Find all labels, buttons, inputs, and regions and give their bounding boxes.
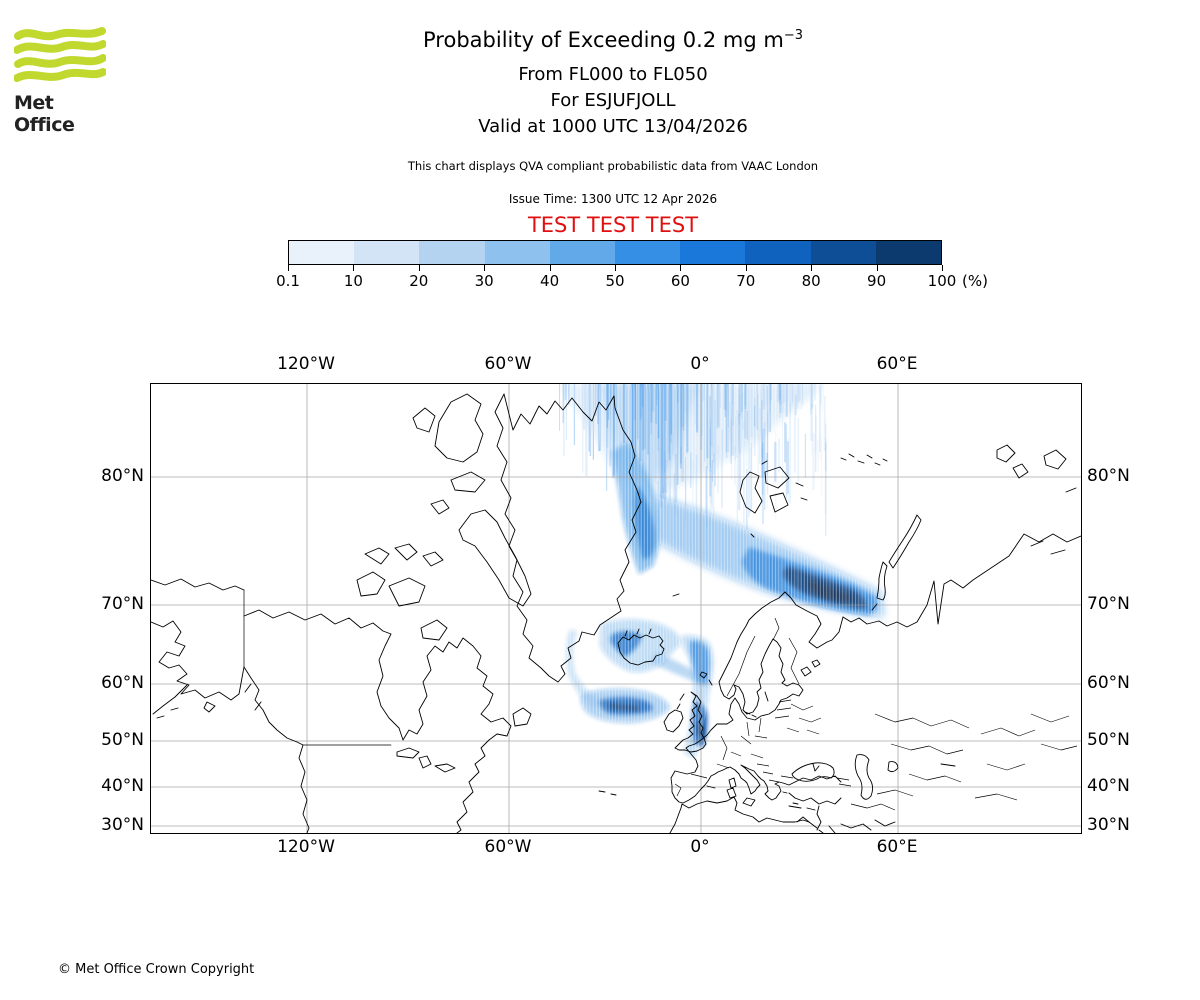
colorbar-tick <box>811 265 813 271</box>
copyright-notice: © Met Office Crown Copyright <box>58 962 255 977</box>
probability-colorbar: 0.1 10 20 30 40 50 60 70 80 90 100 (%) <box>276 240 988 300</box>
colorbar-segment <box>810 241 876 264</box>
colorbar-segment <box>354 241 420 264</box>
colorbar-tick <box>745 265 747 271</box>
qva-compliance-note: This chart displays QVA compliant probab… <box>407 159 819 173</box>
coastlines <box>150 393 1082 834</box>
test-banner: TEST TEST TEST <box>527 213 699 237</box>
colorbar-tick <box>484 265 486 271</box>
x-axis-label-top: 60°E <box>876 354 918 374</box>
y-axis-label-left: 50°N <box>101 730 144 750</box>
met-office-logo: Met Office <box>13 26 114 136</box>
y-axis-label-right: 40°N <box>1087 776 1130 796</box>
colorbar-tick-label: 20 <box>409 272 429 290</box>
met-office-logo-text: Met Office <box>14 92 75 136</box>
colorbar-tick-label: 40 <box>540 272 560 290</box>
colorbar-tick <box>615 265 616 271</box>
colorbar-tick-label: 10 <box>343 272 363 290</box>
colorbar-tick-label: 90 <box>867 272 887 290</box>
y-axis-label-left: 30°N <box>101 815 144 835</box>
ash-probability-plumes <box>151 384 1081 833</box>
colorbar-segment <box>289 241 355 264</box>
graticule <box>151 384 1081 833</box>
colorbar-tick <box>418 265 420 271</box>
y-axis-label-left: 40°N <box>101 776 144 796</box>
y-axis-label-right: 30°N <box>1087 815 1130 835</box>
colorbar-tick-label: 30 <box>474 272 494 290</box>
x-axis-label-bottom: 60°E <box>876 837 918 857</box>
x-axis-label-top: 60°W <box>484 354 532 374</box>
colorbar-tick <box>549 265 551 271</box>
y-axis-label-right: 80°N <box>1087 466 1130 486</box>
valid-time: Valid at 1000 UTC 13/04/2026 <box>478 116 748 137</box>
colorbar-tick-label: 70 <box>736 272 756 290</box>
map-frame <box>150 383 1082 834</box>
colorbar-tick-label: 60 <box>670 272 690 290</box>
colorbar-unit-label: (%) <box>962 272 988 290</box>
colorbar-segments <box>288 240 942 265</box>
x-axis-label-top: 0° <box>690 354 710 374</box>
map-canvas <box>150 384 1082 834</box>
colorbar-segment <box>875 241 942 264</box>
y-axis-label-left: 70°N <box>101 594 144 614</box>
met-office-waves-icon <box>13 27 107 82</box>
x-axis-label-bottom: 120°W <box>277 837 335 857</box>
colorbar-tick <box>288 265 289 271</box>
colorbar-tick-label: 80 <box>801 272 821 290</box>
x-axis-label-top: 120°W <box>277 354 335 374</box>
colorbar-segment <box>549 241 616 264</box>
colorbar-tick-label: 50 <box>605 272 625 290</box>
colorbar-segment <box>419 241 485 264</box>
x-axis-label-bottom: 60°W <box>484 837 532 857</box>
colorbar-tick-label: 0.1 <box>276 272 300 290</box>
y-axis-label-right: 50°N <box>1087 730 1130 750</box>
flight-level-range: From FL000 to FL050 <box>518 64 708 85</box>
y-axis-label-left: 60°N <box>101 673 144 693</box>
colorbar-tick <box>942 265 943 271</box>
y-axis-label-right: 60°N <box>1087 673 1130 693</box>
colorbar-tick <box>353 265 355 271</box>
colorbar-tick-label: 100 <box>927 272 957 290</box>
colorbar-segment <box>484 241 550 264</box>
colorbar-tick <box>680 265 682 271</box>
colorbar-segment <box>615 241 681 264</box>
colorbar-tick <box>876 265 878 271</box>
chart-title: Probability of Exceeding 0.2 mg m−3 <box>423 28 803 52</box>
x-axis-label-bottom: 0° <box>690 837 710 857</box>
y-axis-label-right: 70°N <box>1087 594 1130 614</box>
country-borders <box>674 617 1078 811</box>
volcano-name: For ESJUFJOLL <box>550 90 676 111</box>
colorbar-segment <box>745 241 811 264</box>
issue-time: Issue Time: 1300 UTC 12 Apr 2026 <box>508 192 718 206</box>
y-axis-label-left: 80°N <box>101 466 144 486</box>
colorbar-segment <box>680 241 746 264</box>
